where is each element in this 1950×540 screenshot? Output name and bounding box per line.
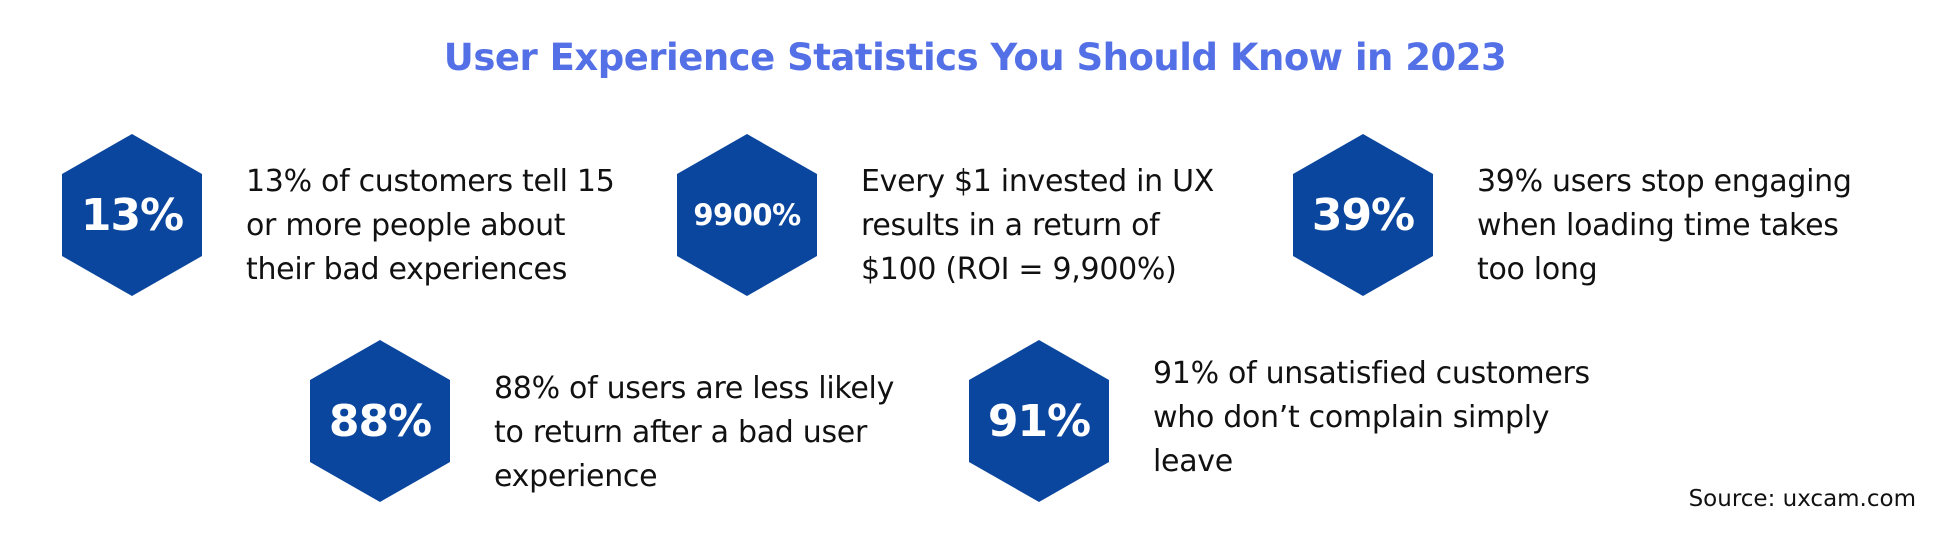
hexagon-shape bbox=[62, 134, 202, 296]
stat-description-line: 88% of users are less likely bbox=[494, 371, 895, 406]
stat-description-line: $100 (ROI = 9,900%) bbox=[861, 252, 1177, 287]
stat-description-line: their bad experiences bbox=[246, 252, 568, 287]
stat-description-line: results in a return of bbox=[861, 208, 1160, 243]
stat-description-13-percent: 13% of customers tell 15 or more people … bbox=[246, 160, 666, 292]
stat-value: 9900% bbox=[693, 198, 801, 232]
stat-description-9900-percent: Every $1 invested in UX results in a ret… bbox=[861, 160, 1281, 292]
stat-description-line: 91% of unsatisfied customers bbox=[1153, 356, 1590, 391]
stat-description-line: leave bbox=[1153, 444, 1233, 479]
hexagon-shape bbox=[677, 134, 817, 296]
stat-hexagon-39-percent: 39% bbox=[1293, 134, 1433, 296]
stat-value: 88% bbox=[328, 395, 432, 447]
stat-value: 13% bbox=[80, 189, 184, 241]
stat-value: 39% bbox=[1311, 189, 1415, 241]
stat-description-line: or more people about bbox=[246, 208, 566, 243]
stat-description-39-percent: 39% users stop engaging when loading tim… bbox=[1477, 160, 1917, 292]
stat-description-line: 39% users stop engaging bbox=[1477, 164, 1852, 199]
stat-description-line: 13% of customers tell 15 bbox=[246, 164, 615, 199]
stat-hexagon-88-percent: 88% bbox=[310, 340, 450, 502]
stat-description-91-percent: 91% of unsatisfied customers who don’t c… bbox=[1153, 352, 1653, 484]
stat-description-line: too long bbox=[1477, 252, 1598, 287]
stat-value: 91% bbox=[987, 395, 1091, 447]
page-title: User Experience Statistics You Should Kn… bbox=[443, 36, 1507, 79]
hexagon-shape bbox=[969, 340, 1109, 502]
stat-description-line: when loading time takes bbox=[1477, 208, 1839, 243]
stat-description-88-percent: 88% of users are less likely to return a… bbox=[494, 367, 964, 499]
hexagon-shape bbox=[310, 340, 450, 502]
stat-description-line: Every $1 invested in UX bbox=[861, 164, 1214, 199]
stat-description-line: to return after a bad user bbox=[494, 415, 867, 450]
stat-hexagon-91-percent: 91% bbox=[969, 340, 1109, 502]
stat-hexagon-13-percent: 13% bbox=[62, 134, 202, 296]
stat-hexagon-9900-percent: 9900% bbox=[677, 134, 817, 296]
hexagon-shape bbox=[1293, 134, 1433, 296]
stat-description-line: experience bbox=[494, 459, 658, 494]
stat-description-line: who don’t complain simply bbox=[1153, 400, 1550, 435]
source-credit: Source: uxcam.com bbox=[1688, 486, 1916, 512]
